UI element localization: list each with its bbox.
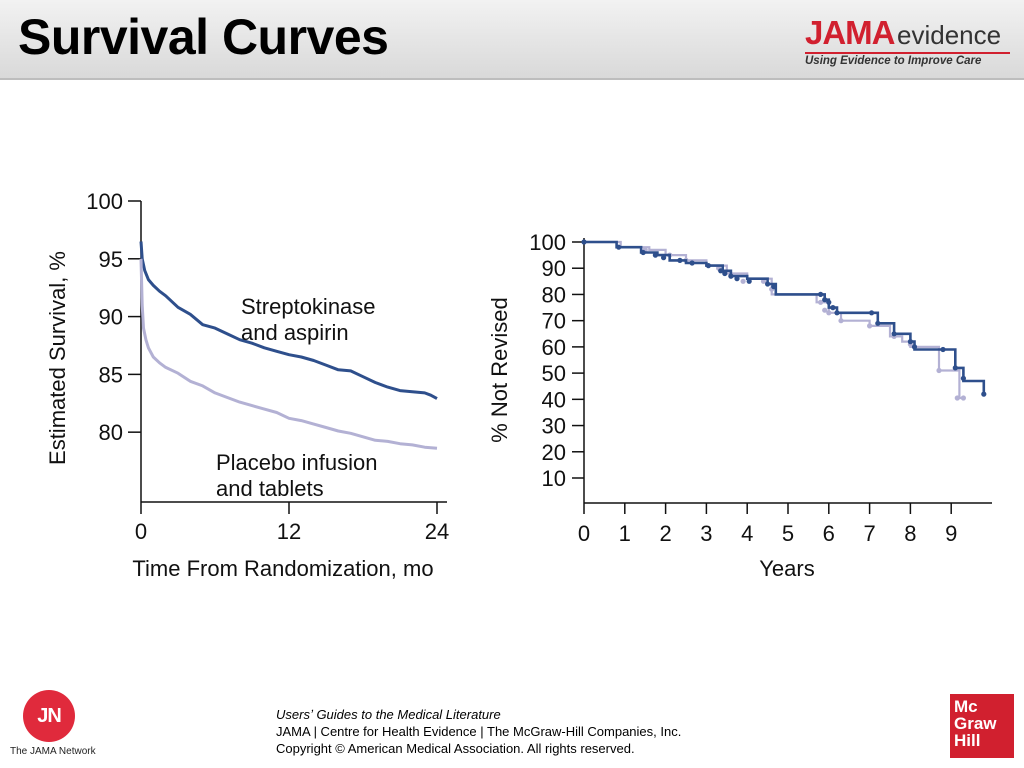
survival-x-axis-title: Time From Randomization, mo [132,556,433,581]
revision-x-tick-label: 0 [578,521,590,546]
revision-censor-marker-2 [661,255,667,261]
revision-censor-marker-2 [907,339,914,345]
revision-censor-marker-2 [581,239,587,245]
survival-x-tick-label: 24 [425,519,449,544]
survival-series-line-2 [139,258,438,450]
jama-logo-brand: JAMA [805,14,896,51]
survival-annotation-2-line-2: and tablets [216,476,324,501]
survival-x-tick-label: 12 [277,519,301,544]
revision-series-line-2 [584,240,986,395]
revision-censor-marker-2 [718,268,724,274]
revision-x-tick-label: 8 [904,521,916,546]
jama-logo-tagline: Using Evidence to Improve Care [805,52,1010,67]
revision-y-tick-label: 10 [542,466,566,491]
revision-censor-marker-2 [911,344,918,350]
jama-evidence-logo: JAMA evidence Using Evidence to Improve … [805,14,1010,70]
survival-y-tick-label: 95 [99,247,123,272]
footer-line-3: Copyright © American Medical Association… [276,741,635,756]
revision-censor-marker-2 [869,310,875,316]
revision-censor-marker-2 [830,305,836,311]
slide-title: Survival Curves [18,9,389,65]
revision-censor-marker-2 [677,257,683,263]
jama-logo-word: evidence [897,20,1002,50]
survival-x-tick-label: 0 [135,519,147,544]
revision-y-tick-label: 70 [542,309,566,334]
survival-y-axis-title: Estimated Survival, % [45,251,70,465]
mcgraw-logo-line-3: Hill [954,731,981,750]
revision-y-tick-label: 80 [542,282,566,307]
revision-censor-marker-2 [834,310,840,316]
revision-censor-marker-1 [960,395,967,401]
revision-censor-marker-1 [740,278,746,284]
survival-annotation-1-line-1: Streptokinase [241,294,376,319]
revision-censor-marker-2 [771,284,777,290]
revision-censor-marker-2 [765,281,771,287]
revision-censor-marker-2 [981,391,987,397]
revision-censor-marker-2 [940,346,946,353]
revision-censor-marker-2 [826,299,832,305]
revision-x-tick-label: 1 [619,521,631,546]
revision-y-tick-label: 60 [542,335,566,360]
mcgraw-logo-line-1: Mc [954,697,978,716]
revision-x-tick-label: 7 [863,521,875,546]
revision-censor-marker-2 [746,278,752,284]
revision-x-tick-label: 9 [945,521,957,546]
revision-y-tick-label: 90 [542,256,566,281]
survival-y-tick-label: 85 [99,362,123,387]
revision-x-axis-title: Years [759,556,814,581]
revision-y-tick-label: 20 [542,440,566,465]
revision-x-tick-label: 3 [700,521,712,546]
revision-censor-marker-1 [818,299,824,305]
mcgraw-logo-line-2: Graw [954,714,997,733]
slide-header: Survival Curves JAMA evidence Using Evid… [0,0,1024,80]
revision-censor-marker-2 [891,331,897,337]
revision-censor-marker-2 [728,273,734,279]
revision-censor-marker-2 [875,320,881,326]
revision-x-tick-label: 2 [659,521,671,546]
revision-censor-marker-2 [652,252,659,258]
revision-censor-marker-2 [822,297,828,303]
footer-line-1: Usersʼ Guides to the Medical Literature [276,707,501,722]
revision-x-tick-label: 5 [782,521,794,546]
revision-censor-marker-1 [954,395,960,401]
jama-network-logo: JN The JAMA Network [10,690,100,762]
revision-censor-marker-2 [960,375,967,381]
survival-annotation-2-line-1: Placebo infusion [216,450,377,475]
revision-y-tick-label: 30 [542,414,566,439]
revision-y-axis-title: % Not Revised [487,297,512,443]
survival-y-tick-label: 80 [99,420,123,445]
revision-censor-marker-2 [734,276,740,282]
revision-censor-marker-2 [705,263,712,269]
revision-censor-marker-1 [826,310,832,316]
revision-y-tick-label: 40 [542,387,566,412]
revision-censor-marker-2 [952,365,958,371]
survival-annotation-1-line-2: and aspirin [241,320,349,345]
revision-censor-marker-2 [818,291,824,297]
revision-x-tick-label: 4 [741,521,753,546]
jn-logo-caption: The JAMA Network [10,746,96,757]
footer-citation: Usersʼ Guides to the Medical Literature … [276,706,681,757]
revision-censor-marker-1 [936,367,942,374]
revision-censor-marker-1 [867,323,873,329]
revision-censor-marker-2 [689,260,695,266]
survival-y-tick-label: 90 [99,305,123,330]
revision-x-tick-label: 6 [823,521,835,546]
survival-series-line-1 [139,241,438,400]
footer-line-2: JAMA | Centre for Health Evidence | The … [276,724,682,739]
revision-censor-marker-2 [640,249,646,256]
jn-logo-circle: JN [23,690,75,742]
revision-censor-marker-2 [722,270,728,277]
mcgraw-hill-logo: Mc Graw Hill [950,694,1014,758]
revision-censor-marker-2 [616,244,622,250]
revision-censor-marker-1 [822,307,828,313]
revision-y-tick-label: 50 [542,361,566,386]
revision-censor-marker-1 [838,318,844,324]
survival-y-tick-label: 100 [86,189,123,214]
revision-y-tick-label: 100 [529,230,566,255]
revision-series-line-1 [584,240,964,400]
